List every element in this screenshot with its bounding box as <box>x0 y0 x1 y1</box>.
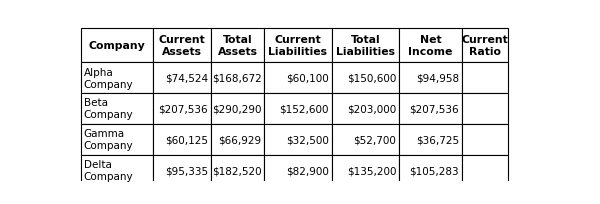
Bar <box>80 63 152 94</box>
Text: $74,524: $74,524 <box>165 73 208 83</box>
Text: $207,536: $207,536 <box>158 104 208 114</box>
Bar <box>399 63 462 94</box>
Bar <box>462 155 508 185</box>
Text: $36,725: $36,725 <box>416 135 459 144</box>
Text: $60,100: $60,100 <box>286 73 329 83</box>
Text: $66,929: $66,929 <box>218 135 262 144</box>
Text: Total
Liabilities: Total Liabilities <box>336 35 395 57</box>
Bar <box>264 155 332 185</box>
Bar <box>152 155 211 185</box>
Bar <box>399 124 462 155</box>
Text: Alpha
Company: Alpha Company <box>84 67 133 89</box>
Text: $135,200: $135,200 <box>347 165 397 175</box>
Bar <box>152 124 211 155</box>
Bar <box>211 155 264 185</box>
Text: $182,520: $182,520 <box>212 165 262 175</box>
Text: $94,958: $94,958 <box>416 73 459 83</box>
Bar <box>332 94 399 124</box>
Bar <box>80 94 152 124</box>
Text: Gamma
Company: Gamma Company <box>84 129 133 151</box>
Text: $168,672: $168,672 <box>212 73 262 83</box>
Text: Current
Ratio: Current Ratio <box>462 35 509 57</box>
Bar <box>332 155 399 185</box>
Bar <box>332 124 399 155</box>
Bar <box>462 94 508 124</box>
Text: Net
Income: Net Income <box>409 35 452 57</box>
Text: $150,600: $150,600 <box>347 73 397 83</box>
Bar <box>332 63 399 94</box>
Text: Total
Assets: Total Assets <box>218 35 257 57</box>
Text: Delta
Company: Delta Company <box>84 159 133 181</box>
Bar <box>80 155 152 185</box>
Text: $105,283: $105,283 <box>409 165 459 175</box>
Bar <box>332 28 399 63</box>
Text: $207,536: $207,536 <box>409 104 459 114</box>
Text: $52,700: $52,700 <box>353 135 397 144</box>
Text: Current
Liabilities: Current Liabilities <box>268 35 328 57</box>
Text: Beta
Company: Beta Company <box>84 98 133 120</box>
Text: $95,335: $95,335 <box>165 165 208 175</box>
Bar <box>211 28 264 63</box>
Bar <box>264 124 332 155</box>
Bar <box>152 28 211 63</box>
Bar <box>211 63 264 94</box>
Bar <box>152 94 211 124</box>
Text: Company: Company <box>88 41 145 51</box>
Bar <box>211 94 264 124</box>
Text: $152,600: $152,600 <box>280 104 329 114</box>
Text: $60,125: $60,125 <box>165 135 208 144</box>
Bar <box>264 94 332 124</box>
Bar <box>462 124 508 155</box>
Bar <box>80 28 152 63</box>
Bar <box>399 155 462 185</box>
Bar <box>462 63 508 94</box>
Text: $203,000: $203,000 <box>347 104 397 114</box>
Bar <box>264 28 332 63</box>
Bar <box>211 124 264 155</box>
Bar <box>80 124 152 155</box>
Text: $82,900: $82,900 <box>286 165 329 175</box>
Bar <box>152 63 211 94</box>
Bar <box>462 28 508 63</box>
Text: Current
Assets: Current Assets <box>158 35 205 57</box>
Bar <box>264 63 332 94</box>
Bar <box>399 94 462 124</box>
Text: $32,500: $32,500 <box>286 135 329 144</box>
Bar <box>399 28 462 63</box>
Text: $290,290: $290,290 <box>212 104 262 114</box>
